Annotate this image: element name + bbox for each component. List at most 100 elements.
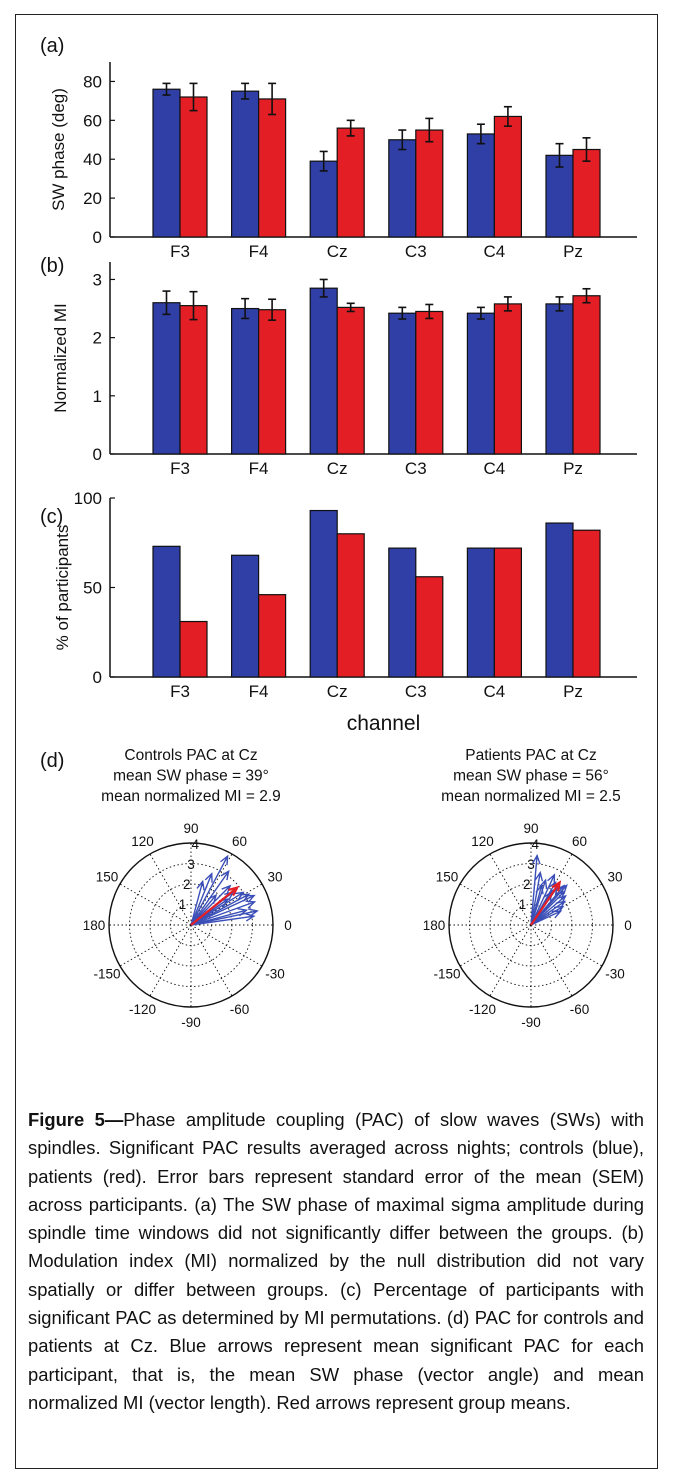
participant-arrow-head <box>535 883 544 895</box>
x-tick-label: F4 <box>249 242 269 261</box>
x-tick-label: F3 <box>170 459 190 478</box>
participant-arrow-head <box>220 854 229 866</box>
bar-chart-2: (b) 0 1 2 3 Normalized MI F3 F4 Cz C3 C4 Pz <box>40 255 637 478</box>
bar <box>179 305 208 455</box>
group-mean-arrow-head <box>228 885 240 897</box>
polar-spoke <box>459 883 532 926</box>
panel-label: (c) <box>40 506 63 528</box>
bar <box>179 620 208 678</box>
participant-arrow-head <box>558 884 568 895</box>
x-tick-label: Cz <box>327 459 348 478</box>
polar-spoke <box>190 924 233 997</box>
bar <box>493 547 522 678</box>
y-tick-label: 50 <box>83 579 102 598</box>
bar <box>152 88 181 238</box>
bar <box>309 160 338 238</box>
bar <box>258 98 287 238</box>
polar-radius-label: 3 <box>187 857 195 872</box>
y-tick-label: 1 <box>93 387 102 406</box>
polar-spoke <box>149 853 192 926</box>
polar-spoke <box>489 853 532 926</box>
bar <box>493 303 522 455</box>
bar-chart-3: (c) 0 50 100% of participants F3 F4 Cz C3 C4 Pz ch… <box>40 489 637 735</box>
x-tick-label: C3 <box>405 242 427 261</box>
bar <box>466 312 495 455</box>
polar-spoke <box>190 883 263 926</box>
bar <box>231 554 260 678</box>
bar <box>572 529 601 678</box>
polar-title-line: mean normalized MI = 2.9 <box>101 788 281 805</box>
bar <box>572 295 601 455</box>
participant-arrow <box>530 872 541 926</box>
participant-arrow-head <box>204 872 213 883</box>
x-tick-label: F4 <box>249 682 269 701</box>
bar <box>231 90 260 238</box>
y-tick-label: 2 <box>93 329 102 348</box>
bar <box>388 312 417 455</box>
bar <box>309 509 338 678</box>
x-axis-label: channel <box>347 712 421 735</box>
bar <box>493 115 522 238</box>
bar <box>466 133 495 238</box>
polar-plot-1: Controls PAC at Cz mean SW phase = 39° mea… <box>83 747 292 1030</box>
participant-arrow-head <box>237 908 249 917</box>
bar <box>231 307 260 455</box>
participant-arrow <box>190 894 217 926</box>
participant-arrow <box>190 855 229 926</box>
participant-arrow <box>530 884 568 926</box>
polar-angle-label: -90 <box>181 1015 201 1030</box>
participant-arrow <box>190 901 255 926</box>
y-axis-label: SW phase (deg) <box>49 88 68 211</box>
bar <box>336 127 365 238</box>
x-tick-label: C4 <box>484 242 506 261</box>
participant-arrow-head <box>234 891 245 901</box>
participant-arrow-head <box>543 890 553 901</box>
polar-angle-label: 150 <box>436 870 459 885</box>
y-tick-label: 20 <box>83 189 102 208</box>
polar-title-line: mean SW phase = 39° <box>113 768 269 785</box>
polar-angle-label: -150 <box>433 967 460 982</box>
x-tick-label: F4 <box>249 459 269 478</box>
y-tick-label: 0 <box>93 445 102 464</box>
polar-title-line: mean SW phase = 56° <box>453 768 609 785</box>
polar-title-line: mean normalized MI = 2.5 <box>441 788 621 805</box>
participant-arrow-head <box>245 894 256 903</box>
polar-angle-label: -90 <box>521 1015 541 1030</box>
group-mean-arrow-head <box>551 880 562 892</box>
polar-angle-label: 90 <box>183 821 198 836</box>
participant-arrow <box>190 894 255 926</box>
polar-spoke <box>119 924 192 967</box>
polar-radius-label: 2 <box>183 877 191 892</box>
polar-angle-label: -120 <box>469 1002 496 1017</box>
panel-label: (d) <box>40 750 64 772</box>
polar-angle-label: 30 <box>607 870 622 885</box>
participant-arrow <box>190 873 213 926</box>
x-tick-label: F3 <box>170 242 190 261</box>
polar-spoke <box>530 883 603 926</box>
bar <box>415 310 444 455</box>
figure-frame <box>15 14 658 1469</box>
participant-arrow-head <box>207 893 218 905</box>
participant-arrow <box>530 874 556 926</box>
x-tick-label: Cz <box>327 242 348 261</box>
y-tick-label: 80 <box>83 72 102 91</box>
bar <box>258 594 287 678</box>
polar-angle-label: 180 <box>423 918 446 933</box>
bar <box>415 576 444 678</box>
caption-text: Phase amplitude coupling (PAC) of slow w… <box>28 1109 644 1413</box>
polar-angle-label: 90 <box>523 821 538 836</box>
polar-plot-2: Patients PAC at Cz mean SW phase = 56° mea… <box>423 747 632 1030</box>
participant-arrow-head <box>221 884 232 895</box>
polar-angle-label: 150 <box>96 870 119 885</box>
participant-arrow-head <box>220 869 230 881</box>
participant-arrow <box>190 915 255 926</box>
bar <box>545 154 574 238</box>
participant-arrow-head <box>248 908 259 917</box>
x-tick-label: F3 <box>170 682 190 701</box>
polar-spoke <box>459 924 532 967</box>
polar-angle-label: 60 <box>572 834 587 849</box>
participant-arrow-head <box>551 910 563 919</box>
polar-spoke <box>530 924 603 967</box>
participant-arrow <box>530 885 543 926</box>
polar-radius-label: 1 <box>179 897 187 912</box>
